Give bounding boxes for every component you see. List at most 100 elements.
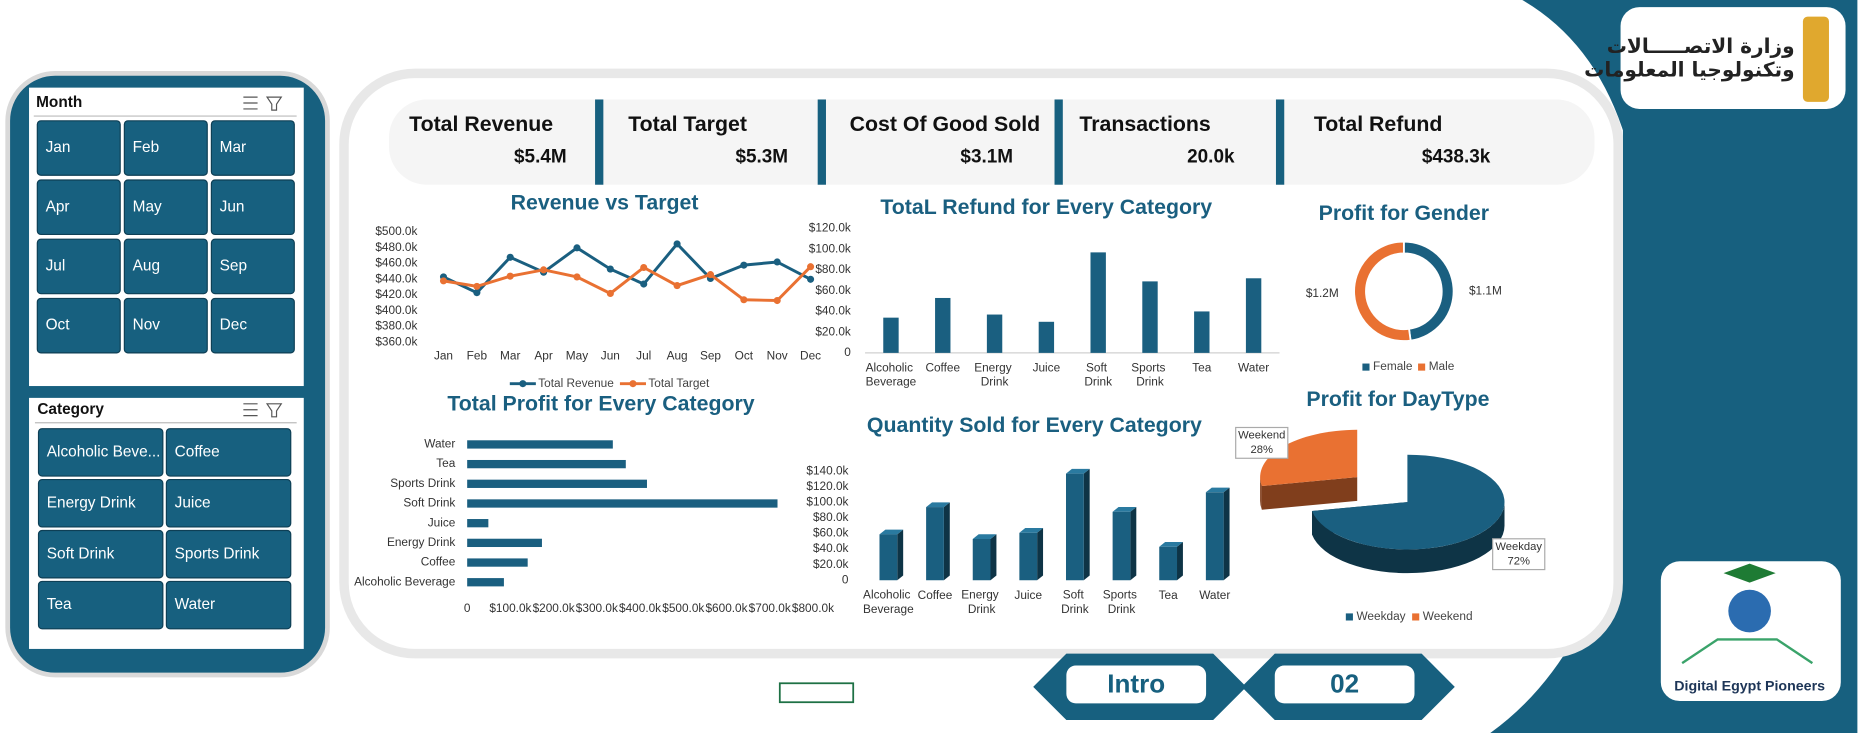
y-tick-label: $20.0k (813, 557, 849, 571)
y-tick-label: $60.0k (815, 283, 851, 297)
slicer-button[interactable] (165, 478, 292, 528)
slicer-button[interactable] (123, 120, 208, 176)
slicer-button[interactable] (123, 297, 208, 354)
data-label: 72% (1507, 555, 1530, 567)
bar (986, 314, 1003, 353)
logo-text: وزارة الاتصـــــالات (1607, 34, 1795, 58)
slicer-button[interactable] (165, 428, 292, 477)
nav-label: 02 (1330, 669, 1359, 699)
bar-top (1112, 507, 1137, 512)
bar (926, 507, 944, 581)
multi-select-icon[interactable] (243, 96, 258, 110)
x-tick-label: $600.0k (705, 601, 747, 615)
slicer-item: Energy Drink (47, 494, 136, 511)
y-tick-label: $500.0k (375, 224, 417, 238)
data-point (640, 280, 648, 288)
x-tick-label: $100.0k (489, 601, 531, 615)
y-tick-label: $380.0k (375, 319, 417, 333)
data-point (673, 282, 681, 290)
slicer-item: Mar (220, 139, 246, 156)
slicer-button[interactable] (210, 297, 295, 354)
data-label: $1.2M (1306, 286, 1339, 300)
bar-side (1177, 542, 1183, 581)
slicer-button[interactable] (210, 120, 295, 176)
filter-icon[interactable] (265, 96, 283, 111)
x-tick-label: Sports Drink (1131, 360, 1168, 388)
bar (467, 499, 778, 508)
slicer-button[interactable] (37, 529, 164, 579)
slicer-item: Juice (175, 494, 211, 511)
x-tick-label: Energy Drink (974, 360, 1015, 388)
legend-marker (629, 380, 637, 388)
x-tick-label: Alcoholic Beverage (866, 360, 917, 388)
slicer-item: Dec (220, 317, 248, 334)
y-tick-label: $460.0k (375, 256, 417, 270)
slicer-button[interactable] (123, 179, 208, 236)
nav-label: Intro (1107, 669, 1165, 699)
slicer-button[interactable] (165, 580, 292, 630)
kpi-label: Total Refund (1314, 112, 1443, 136)
kpi-strip (389, 99, 1595, 185)
y-tick-label: $40.0k (815, 304, 851, 318)
y-tick-label: 0 (844, 345, 851, 359)
data-point (473, 282, 481, 290)
bar (467, 558, 528, 567)
bar (1142, 281, 1158, 353)
data-point (740, 261, 748, 269)
label-box (1235, 426, 1289, 459)
x-tick-label: $500.0k (662, 601, 704, 615)
bar-top (1065, 468, 1090, 474)
x-tick-label: Apr (534, 349, 552, 363)
series-line (443, 265, 812, 303)
y-tick-label: $140.0k (806, 463, 848, 477)
slicer-button[interactable] (36, 120, 121, 176)
slicer-item: Water (175, 596, 215, 613)
data-point (640, 263, 648, 272)
kpi-divider (595, 99, 604, 185)
slicer-item: Tea (47, 596, 72, 613)
x-tick-label: Coffee (918, 588, 953, 602)
x-tick-label: Tea (1159, 588, 1178, 602)
slicer-button[interactable] (37, 478, 164, 528)
y-tick-label: $100.0k (806, 495, 848, 509)
data-point (439, 277, 448, 285)
slicer-item: Jan (46, 139, 71, 156)
slicer-button[interactable] (123, 238, 208, 295)
filter-icon[interactable] (265, 403, 283, 418)
slicer-button[interactable] (36, 179, 121, 236)
nav-button[interactable] (1066, 665, 1207, 704)
legend-label: Weekday (1356, 609, 1405, 623)
bar (467, 519, 489, 528)
slicer-button[interactable] (165, 529, 292, 579)
slicer-button[interactable] (37, 428, 164, 477)
data-point (606, 289, 614, 298)
bar (1038, 321, 1055, 353)
slicer-item: Sep (220, 258, 247, 275)
main-panel (339, 68, 1623, 659)
bar-top (1159, 542, 1183, 547)
background-shape (1490, 0, 1858, 733)
bar (467, 459, 626, 469)
slicer-button[interactable] (210, 179, 295, 236)
y-tick-label: $120.0k (806, 479, 848, 493)
pie-slice (1260, 429, 1358, 487)
slicer-item: Soft Drink (47, 545, 115, 562)
kpi-value: 20.0k (1187, 146, 1235, 167)
slicer-button[interactable] (36, 297, 121, 354)
slicer-button[interactable] (210, 238, 295, 295)
slicer-title: Month (36, 94, 82, 111)
kpi-divider (1054, 99, 1063, 185)
x-tick-label: $300.0k (576, 601, 618, 615)
bar-side (1223, 487, 1230, 581)
slicer-button[interactable] (37, 580, 164, 630)
slicer-button[interactable] (36, 238, 121, 295)
x-tick-label: Juice (1014, 588, 1042, 602)
data-point (573, 273, 581, 281)
multi-select-icon[interactable] (243, 403, 258, 417)
bar-top (926, 502, 950, 508)
nav-button[interactable] (1274, 665, 1415, 704)
legend-label: Female (1373, 359, 1413, 373)
y-tick-label: $60.0k (813, 526, 849, 540)
slicer-item: May (133, 198, 162, 215)
bar-side (1130, 507, 1137, 581)
